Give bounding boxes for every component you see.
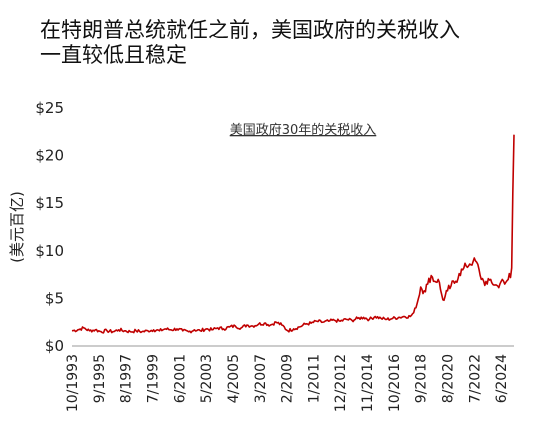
x-tick-label: 6/2024	[494, 354, 510, 403]
y-tick-label: $15	[35, 194, 64, 212]
series-line-tariff-revenue	[71, 134, 515, 334]
x-tick-label: 11/2014	[360, 354, 376, 412]
x-tick-label: 7/1999	[146, 354, 162, 403]
y-tick-label: $25	[35, 99, 64, 117]
y-tick-label: $10	[35, 242, 64, 260]
y-tick-label: $20	[35, 147, 64, 165]
y-tick-label: $0	[45, 337, 64, 355]
x-tick-label: 10/1993	[65, 354, 81, 412]
x-tick-label: 6/2001	[172, 354, 188, 403]
headline-line-2: 一直较低且稳定	[40, 43, 187, 67]
x-tick-label: 5/2003	[199, 354, 215, 403]
x-tick-label: 12/2012	[333, 354, 349, 412]
x-tick-label: 9/2018	[414, 354, 430, 403]
x-tick-label: 3/2007	[253, 354, 269, 403]
headline-line-1: 在特朗普总统就任之前，美国政府的关税收入	[40, 18, 460, 42]
y-axis-label: (美元百亿)	[8, 191, 26, 263]
x-tick-label: 8/1997	[119, 354, 135, 403]
x-tick-label: 7/2022	[467, 354, 483, 403]
chart-title: 美国政府30年的关税收入	[230, 122, 377, 138]
x-tick-label: 1/2011	[306, 354, 322, 403]
x-tick-label: 2/2009	[280, 354, 296, 403]
headline: 在特朗普总统就任之前，美国政府的关税收入 一直较低且稳定	[40, 18, 520, 68]
y-tick-label: $5	[45, 289, 64, 307]
x-tick-label: 9/1995	[92, 354, 108, 403]
y-axis-ticks: $0 $5 $10 $15 $20 $25	[35, 99, 64, 355]
x-tick-label: 8/2020	[441, 354, 457, 403]
x-tick-label: 4/2005	[226, 354, 242, 403]
x-tick-label: 10/2016	[387, 354, 403, 412]
x-axis-ticks: 10/1993 9/1995 8/1997 7/1999 6/2001 5/2003 4/2…	[65, 354, 510, 412]
